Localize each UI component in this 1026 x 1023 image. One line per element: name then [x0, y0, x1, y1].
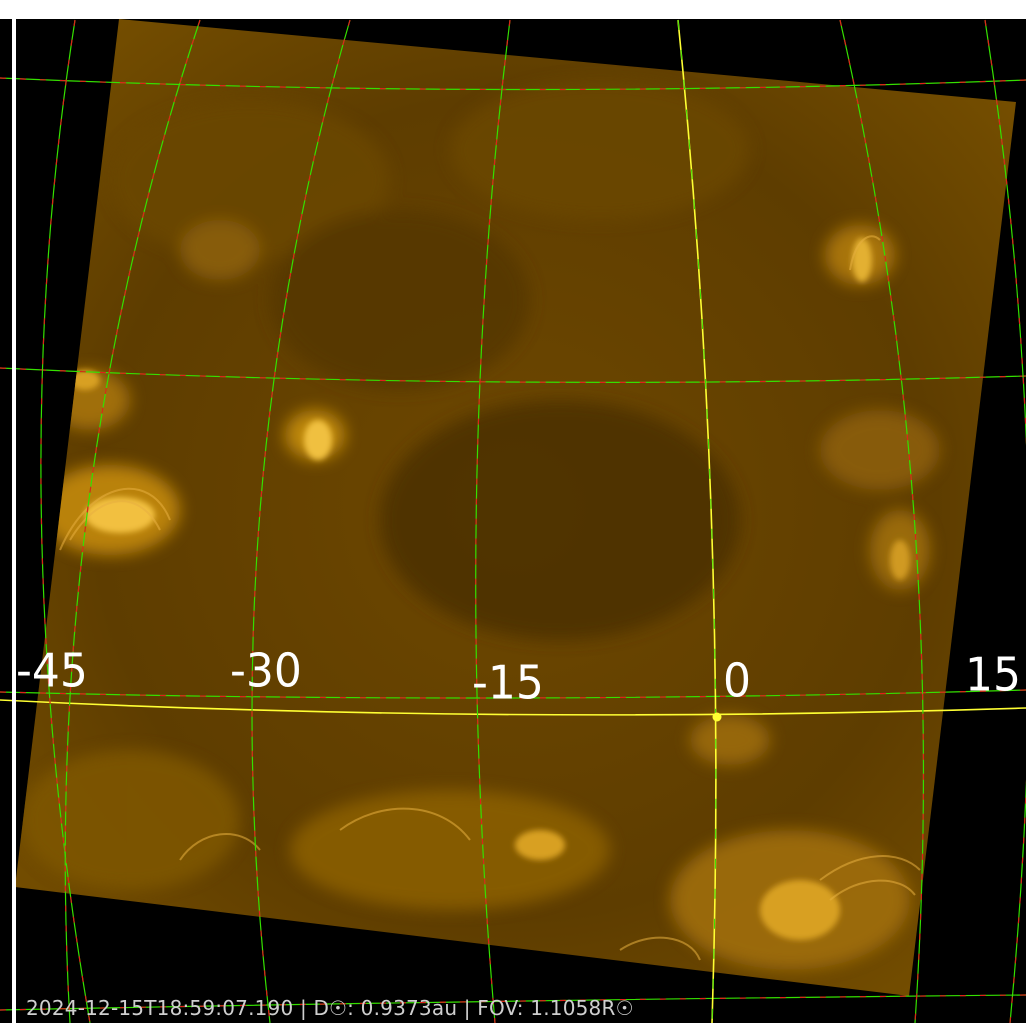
grid-longitude-line-dashed	[251, 19, 351, 1023]
left-strip	[0, 19, 12, 1023]
longitude-label: 15	[965, 648, 1021, 703]
grid-latitude-line	[0, 689, 1026, 699]
longitude-label: -15	[472, 656, 544, 711]
grid-latitude-line	[0, 77, 1026, 91]
panel-divider	[12, 19, 16, 1023]
grid-equator-line	[0, 699, 1026, 716]
longitude-label: -30	[230, 644, 302, 699]
grid-longitude-line-dashed	[839, 19, 925, 1023]
grid-latitude-line	[0, 994, 1026, 1011]
top-bar	[0, 0, 1026, 19]
grid-latitude-line	[0, 367, 1026, 383]
disk-center-marker[interactable]	[712, 712, 722, 722]
grid-longitude-line-dashed	[40, 19, 91, 1023]
grid-longitude-line-dashed	[984, 19, 1026, 1023]
status-bar: 2024-12-15T18:59:07.190 | D☉: 0.9373au |…	[26, 996, 634, 1020]
grid-central-meridian	[677, 19, 717, 1023]
longitude-label: 0	[723, 654, 751, 709]
grid-longitude-line-dashed	[64, 19, 201, 1023]
longitude-label: -45	[16, 644, 88, 699]
grid-longitude-line-dashed	[475, 19, 511, 1023]
solar-features	[20, 80, 940, 970]
coordinate-grid	[0, 19, 1026, 1023]
